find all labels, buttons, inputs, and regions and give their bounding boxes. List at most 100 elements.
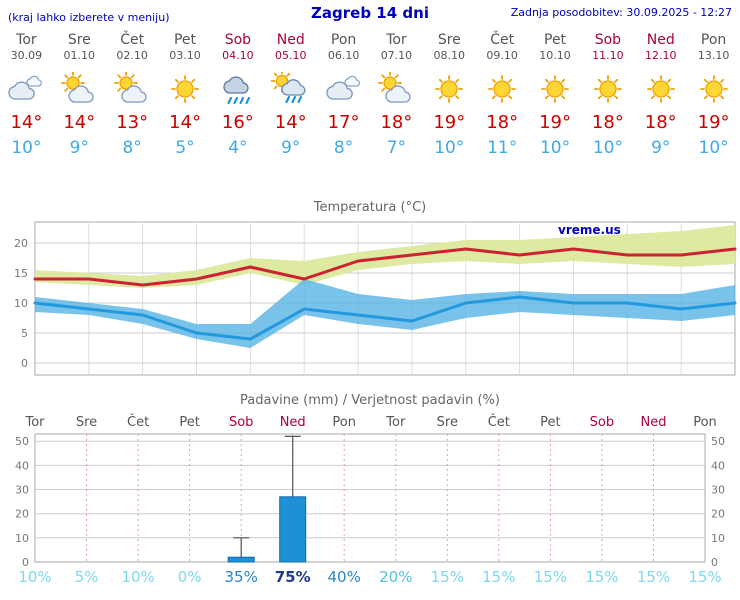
low-temp: 10° <box>539 138 571 158</box>
high-temp: 14° <box>274 112 307 133</box>
day-column: Ned 05.10 14° 9° <box>264 32 317 158</box>
weather-icon-cloud <box>317 70 370 108</box>
precip-probability: 75% <box>275 568 311 586</box>
day-date: 10.10 <box>539 49 571 62</box>
day-column: Čet 02.10 13° 8° <box>106 32 159 158</box>
low-temp: 7° <box>386 138 407 158</box>
precip-probability: 15% <box>688 568 721 586</box>
precip-bar <box>227 556 255 563</box>
precip-probability: 15% <box>585 568 618 586</box>
svg-text:50: 50 <box>711 435 725 448</box>
temp-y-axis-labels: 0 5 10 15 20 <box>14 237 28 370</box>
sun-icon <box>593 75 622 103</box>
day-column: Pon 06.10 17° 8° <box>317 32 370 158</box>
precip-day-label: Sre <box>76 415 97 430</box>
low-temp: 8° <box>122 138 142 158</box>
low-temp: 9° <box>651 138 671 158</box>
precip-probability: 15% <box>482 568 515 586</box>
precip-probability: 35% <box>225 568 258 586</box>
temperature-section: Temperatura (°C) 0 5 10 15 20 vreme.us <box>0 200 740 385</box>
high-temp: 14° <box>63 112 96 133</box>
svg-text:5: 5 <box>21 327 28 340</box>
precipitation-chart: 0 0 10 10 20 20 30 30 40 40 50 50 Tor Sre Čet Pet Sob Ned… <box>15 414 725 586</box>
svg-text:30: 30 <box>711 484 725 497</box>
day-name: Čet <box>120 32 145 48</box>
precip-bars <box>227 435 307 563</box>
low-temp: 9° <box>69 138 89 158</box>
day-column: Ned 12.10 18° 9° <box>634 32 687 158</box>
high-temp: 17° <box>327 112 360 133</box>
forecast-days-row: Tor 30.09 14° 10° Sre 01.10 14° 9° Čet 02.10 13° 8°… <box>0 32 740 158</box>
low-temp: 10° <box>698 138 729 158</box>
day-date: 11.10 <box>592 49 624 62</box>
day-column: Čet 09.10 18° 11° <box>476 32 529 158</box>
partly-icon <box>61 72 94 103</box>
cloud-icon <box>8 75 43 100</box>
weather-icon-partly <box>106 70 159 108</box>
svg-text:20: 20 <box>711 508 725 521</box>
svg-text:0: 0 <box>22 556 29 569</box>
sun-icon <box>699 75 728 103</box>
precip-y-axis-labels: 0 0 10 10 20 20 30 30 40 40 50 50 <box>15 435 725 569</box>
low-temp-band <box>35 279 735 348</box>
precip-day-label: Pon <box>693 415 717 430</box>
day-name: Ned <box>646 32 675 48</box>
day-name: Pet <box>173 32 197 48</box>
high-temp: 16° <box>221 112 254 133</box>
precip-day-label: Čet <box>488 414 510 430</box>
high-temp: 18° <box>486 112 519 133</box>
day-name: Pon <box>700 32 727 48</box>
day-date: 30.09 <box>10 49 43 62</box>
svg-text:0: 0 <box>21 357 28 370</box>
high-temp: 18° <box>591 112 624 133</box>
sun-icon <box>435 75 464 103</box>
precip-day-label: Tor <box>385 415 406 430</box>
precip-day-label: Pon <box>332 415 356 430</box>
temperature-chart: 0 5 10 15 20 vreme.us <box>14 221 737 376</box>
day-column: Sre 08.10 19° 10° <box>423 32 476 158</box>
precip-probability: 20% <box>379 568 412 586</box>
low-temp: 5° <box>175 138 195 158</box>
svg-text:10: 10 <box>15 532 29 545</box>
high-temp: 14° <box>10 112 43 133</box>
partly-icon <box>114 72 147 103</box>
precip-day-label: Pet <box>540 415 560 430</box>
day-name: Ned <box>276 32 305 48</box>
svg-text:10: 10 <box>14 297 28 310</box>
heavy-rain-icon <box>223 76 250 105</box>
precip-day-label: Tor <box>24 415 45 430</box>
weather-icon-partly <box>53 70 106 108</box>
day-column: Pon 13.10 19° 10° <box>687 32 740 158</box>
day-date: 08.10 <box>433 49 466 62</box>
day-column: Tor 07.10 18° 7° <box>370 32 423 158</box>
sun-shower-icon <box>270 72 306 104</box>
page-title: Zagreb 14 dni <box>311 4 429 22</box>
svg-text:20: 20 <box>15 508 29 521</box>
precip-day-label: Sre <box>437 415 458 430</box>
precipitation-chart-title: Padavine (mm) / Verjetnost padavin (%) <box>240 393 500 408</box>
precip-day-label: Pet <box>179 415 199 430</box>
sun-icon <box>171 75 199 103</box>
precip-probabilities: 10% 5% 10% 0% 35% 75% 40% 20% 15% 15% 15% 15% 15% 15% <box>18 568 721 586</box>
high-temp: 18° <box>644 112 677 133</box>
low-temp: 10° <box>592 138 623 158</box>
day-date: 12.10 <box>644 49 677 62</box>
weather-icon-sun <box>581 70 634 108</box>
day-name: Čet <box>490 32 515 48</box>
low-temp: 10° <box>11 138 42 158</box>
day-date: 03.10 <box>169 49 201 62</box>
day-name: Sob <box>594 32 622 48</box>
svg-text:20: 20 <box>14 237 28 250</box>
day-column: Sob 04.10 16° 4° <box>211 32 264 158</box>
high-temp-line <box>33 247 737 287</box>
low-temp: 9° <box>281 138 301 158</box>
menu-note: (kraj lahko izberete v meniju) <box>8 11 170 24</box>
day-date: 04.10 <box>222 49 254 62</box>
header-bar: (kraj lahko izberete v meniju) Zadnja po… <box>0 0 740 26</box>
watermark-link[interactable]: vreme.us <box>558 223 621 237</box>
day-column: Pet 10.10 19° 10° <box>529 32 582 158</box>
day-column: Sob 11.10 18° 10° <box>581 32 634 158</box>
cloud-icon <box>325 75 360 100</box>
precip-probability: 15% <box>534 568 567 586</box>
precip-plot-area <box>34 433 706 563</box>
